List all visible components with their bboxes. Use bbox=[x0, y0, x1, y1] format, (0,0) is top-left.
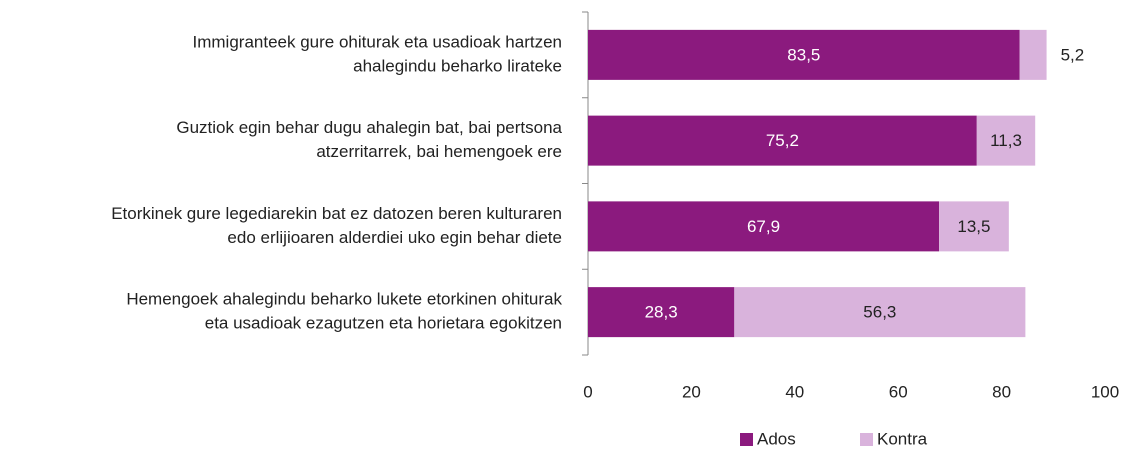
x-tick-label: 100 bbox=[1091, 382, 1119, 401]
bar-segment bbox=[976, 115, 1036, 166]
bar-segment bbox=[1019, 29, 1047, 80]
category-label: Etorkinek gure legediarekin bat ez datoz… bbox=[111, 204, 562, 223]
value-label: 67,9 bbox=[747, 217, 780, 236]
bar-segment bbox=[588, 201, 940, 252]
legend-label: Ados bbox=[757, 429, 796, 448]
bar-segment bbox=[588, 287, 735, 338]
x-tick-label: 0 bbox=[583, 382, 592, 401]
category-label: Hemengoek ahalegindu beharko lukete etor… bbox=[126, 290, 562, 309]
value-label: 5,2 bbox=[1061, 45, 1085, 64]
legend-label: Kontra bbox=[877, 429, 928, 448]
category-label: Guztiok egin behar dugu ahalegin bat, ba… bbox=[176, 118, 562, 137]
x-tick-label: 40 bbox=[785, 382, 804, 401]
value-label: 56,3 bbox=[863, 303, 896, 322]
category-label: atzerritarrek, bai hemengoek ere bbox=[316, 142, 562, 161]
bar-segment bbox=[588, 115, 977, 166]
value-label: 28,3 bbox=[645, 303, 678, 322]
bar-segment bbox=[939, 201, 1009, 252]
legend-swatch bbox=[740, 433, 753, 446]
value-label: 11,3 bbox=[990, 131, 1022, 150]
category-label: eta usadioak ezagutzen eta horietara ego… bbox=[205, 314, 562, 333]
category-label: edo erlijioaren alderdiei uko egin behar… bbox=[227, 228, 562, 247]
x-tick-label: 20 bbox=[682, 382, 701, 401]
x-tick-label: 80 bbox=[992, 382, 1011, 401]
legend-swatch bbox=[860, 433, 873, 446]
value-label: 75,2 bbox=[766, 131, 799, 150]
value-label: 83,5 bbox=[787, 45, 820, 64]
category-label: ahalegindu beharko lirateke bbox=[353, 56, 562, 75]
value-label: 13,5 bbox=[957, 217, 990, 236]
bar-segment bbox=[588, 29, 1020, 80]
category-label: Immigranteek gure ohiturak eta usadioak … bbox=[193, 32, 562, 51]
bar-segment bbox=[734, 287, 1026, 338]
x-tick-label: 60 bbox=[889, 382, 908, 401]
